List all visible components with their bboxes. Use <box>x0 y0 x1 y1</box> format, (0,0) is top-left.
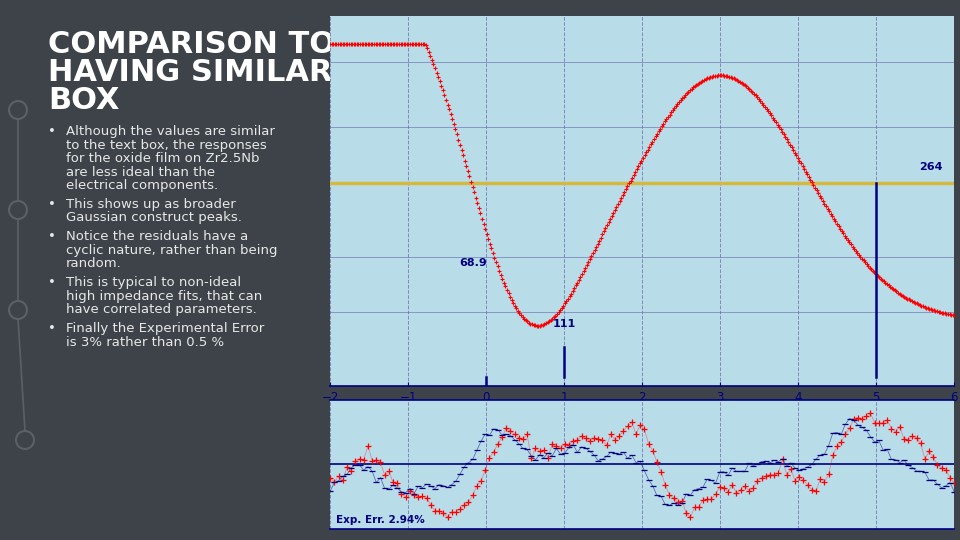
Text: •: • <box>48 198 56 211</box>
Text: Gaussian construct peaks.: Gaussian construct peaks. <box>66 211 242 225</box>
Text: •: • <box>48 125 56 138</box>
Text: Finally the Experimental Error: Finally the Experimental Error <box>66 322 264 335</box>
Text: 264: 264 <box>919 161 943 172</box>
Text: This shows up as broader: This shows up as broader <box>66 198 236 211</box>
Text: is 3% rather than 0.5 %: is 3% rather than 0.5 % <box>66 335 224 349</box>
Text: Exp. Err. 2.94%: Exp. Err. 2.94% <box>336 515 425 525</box>
Text: electrical components.: electrical components. <box>66 179 218 192</box>
Text: Although the values are similar: Although the values are similar <box>66 125 275 138</box>
Text: for the oxide film on Zr2.5Nb: for the oxide film on Zr2.5Nb <box>66 152 259 165</box>
Text: •: • <box>48 276 56 289</box>
Text: have correlated parameters.: have correlated parameters. <box>66 303 256 316</box>
Text: high impedance fits, that can: high impedance fits, that can <box>66 289 262 303</box>
Text: to the text box, the responses: to the text box, the responses <box>66 138 267 152</box>
Text: are less ideal than the: are less ideal than the <box>66 165 215 179</box>
Text: 111: 111 <box>553 319 576 329</box>
Text: cyclic nature, rather than being: cyclic nature, rather than being <box>66 244 277 257</box>
Text: 68.9: 68.9 <box>459 258 487 268</box>
Text: random.: random. <box>66 257 122 271</box>
Text: BOX: BOX <box>48 86 119 115</box>
Text: •: • <box>48 230 56 244</box>
Text: COMPARISON TO THE 100 V ANODIC FILM: COMPARISON TO THE 100 V ANODIC FILM <box>48 30 758 59</box>
X-axis label: Log(Freq.), Hz: Log(Freq.), Hz <box>592 409 692 422</box>
Text: •: • <box>48 322 56 335</box>
Text: Notice the residuals have a: Notice the residuals have a <box>66 230 249 244</box>
Text: This is typical to non-ideal: This is typical to non-ideal <box>66 276 241 289</box>
Text: HAVING SIMILAR PARAMETERS AS TEST: HAVING SIMILAR PARAMETERS AS TEST <box>48 58 723 87</box>
